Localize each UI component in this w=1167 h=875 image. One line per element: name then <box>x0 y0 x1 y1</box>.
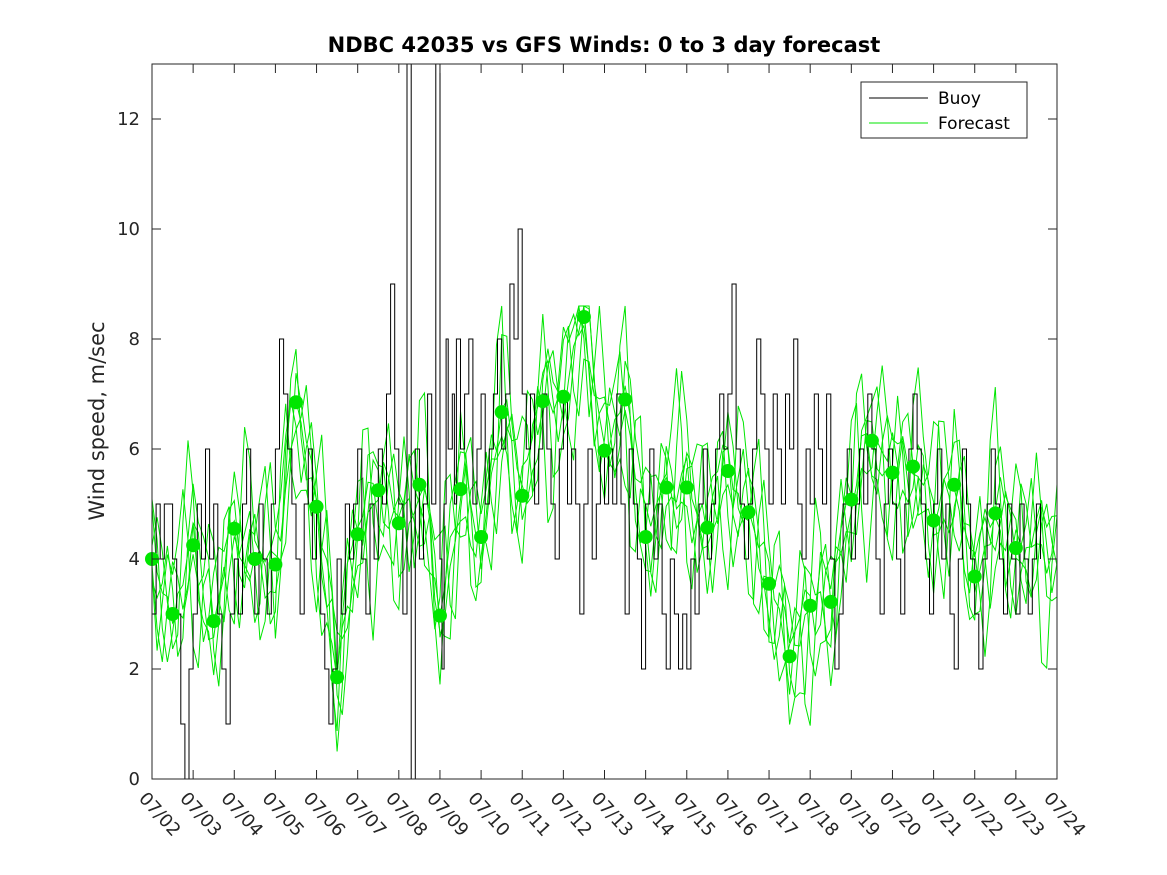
forecast-marker <box>576 310 591 324</box>
forecast-marker <box>186 538 201 553</box>
legend-label-forecast: Forecast <box>938 114 1010 134</box>
forecast-marker <box>844 492 859 507</box>
forecast-marker <box>679 480 694 495</box>
forecast-marker <box>967 569 982 584</box>
forecast-marker <box>309 499 324 514</box>
forecast-marker <box>947 477 962 492</box>
forecast-marker <box>803 598 818 613</box>
legend: Buoy Forecast <box>860 81 1028 139</box>
forecast-marker <box>762 576 777 591</box>
forecast-marker <box>288 395 303 410</box>
forecast-marker <box>515 488 530 503</box>
forecast-marker <box>926 513 941 528</box>
forecast-marker <box>1008 541 1023 555</box>
forecast-marker <box>371 483 386 498</box>
buoy-line <box>152 64 1041 779</box>
forecast-marker <box>474 530 489 544</box>
forecast-marker <box>618 392 633 407</box>
y-tick-label: 4 <box>129 549 140 570</box>
forecast-marker <box>412 477 427 492</box>
forecast-marker <box>597 443 612 458</box>
forecast-marker <box>700 520 715 535</box>
y-tick-label: 6 <box>129 439 140 460</box>
y-tick-label: 10 <box>117 219 140 240</box>
forecast-marker <box>720 464 735 478</box>
y-tick-label: 8 <box>129 329 140 350</box>
forecast-marker <box>453 482 468 497</box>
forecast-marker <box>659 480 674 495</box>
forecast-marker <box>206 614 221 629</box>
forecast-marker <box>227 521 242 536</box>
forecast-member-line <box>152 325 1057 752</box>
chart-title: NDBC 42035 vs GFS Winds: 0 to 3 day fore… <box>328 33 881 57</box>
forecast-marker <box>247 552 262 566</box>
forecast-lines <box>152 64 1057 779</box>
forecast-member-line <box>152 305 1057 726</box>
forecast-marker <box>988 506 1003 521</box>
forecast-marker <box>535 394 550 409</box>
legend-box <box>860 81 1028 139</box>
forecast-marker <box>350 527 365 542</box>
forecast-marker <box>864 433 879 448</box>
forecast-marker <box>268 557 283 572</box>
y-tick-label: 2 <box>129 659 140 680</box>
forecast-marker <box>494 405 509 420</box>
forecast-member-line <box>152 312 1057 715</box>
forecast-marker <box>330 670 345 685</box>
y-tick-label: 0 <box>129 769 140 790</box>
forecast-marker <box>638 530 653 544</box>
y-axis-label: Wind speed, m/sec <box>85 321 109 520</box>
forecast-marker <box>556 389 571 404</box>
forecast-marker <box>782 649 797 664</box>
y-tick-label: 12 <box>117 109 140 130</box>
forecast-marker <box>165 607 180 621</box>
forecast-marker <box>391 516 406 531</box>
legend-label-buoy: Buoy <box>938 89 981 109</box>
forecast-marker <box>885 465 900 480</box>
forecast-marker <box>906 459 921 474</box>
forecast-marker <box>823 594 838 609</box>
forecast-marker <box>432 608 447 623</box>
forecast-marker <box>741 505 756 520</box>
forecast-member-line <box>152 305 1057 732</box>
